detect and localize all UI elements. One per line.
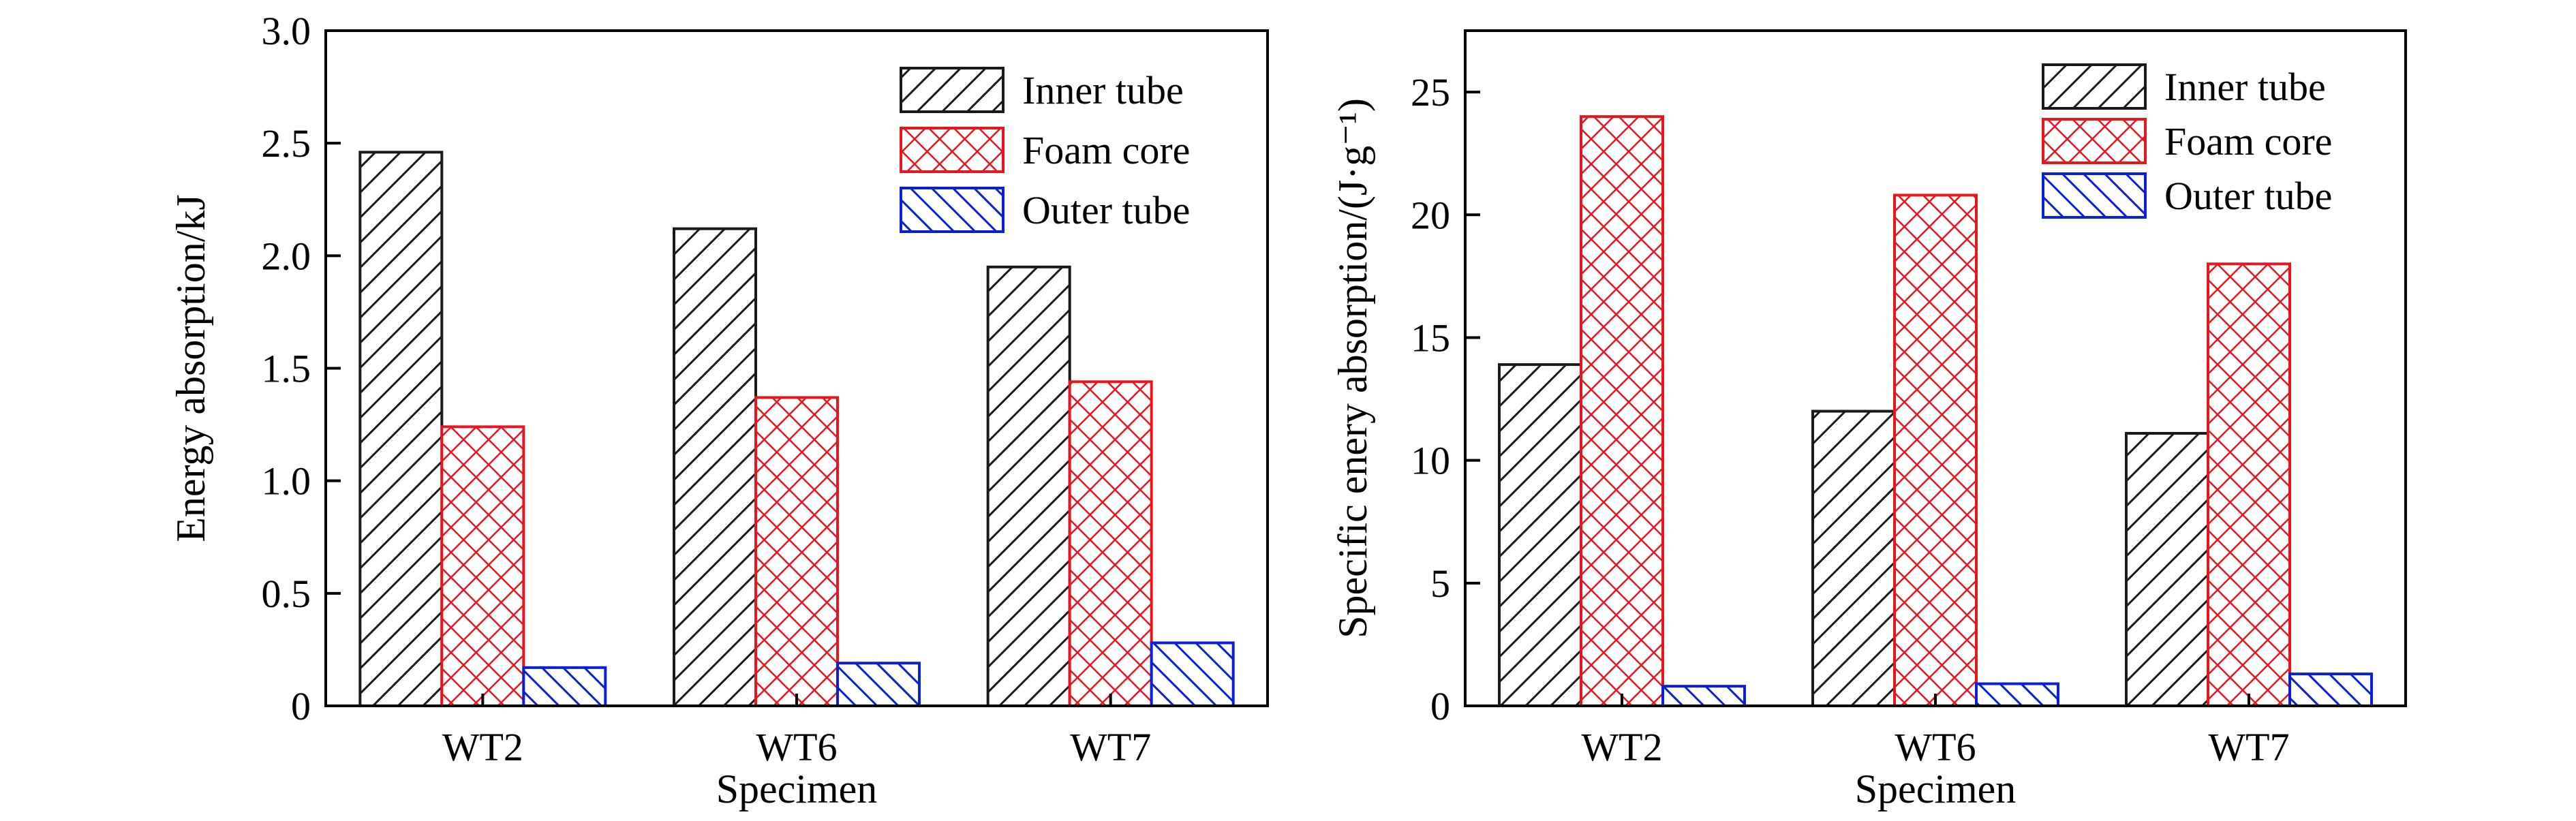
bar-foam-core-wt2 bbox=[1580, 115, 1664, 708]
bar-outer-tube-wt7 bbox=[2288, 672, 2373, 707]
y-tick-label: 25 bbox=[1411, 70, 1450, 114]
legend-swatch bbox=[900, 127, 1005, 173]
x-tick-label: WT7 bbox=[1070, 725, 1151, 769]
legend-label: Outer tube bbox=[2164, 174, 2332, 218]
y-axis-label: Energy absorption/kJ bbox=[168, 194, 213, 542]
bar-inner-tube-wt6 bbox=[673, 227, 757, 707]
x-tick-label: WT2 bbox=[442, 725, 523, 769]
y-tick-label: 15 bbox=[1411, 315, 1450, 360]
bar-foam-core-wt7 bbox=[2207, 262, 2291, 707]
x-tick-label: WT6 bbox=[1895, 725, 1976, 769]
y-tick-label: 1.5 bbox=[262, 347, 311, 391]
bar-foam-core-wt6 bbox=[1893, 193, 1978, 707]
legend-swatch bbox=[2042, 172, 2147, 219]
legend: Inner tube Foam core Outer tube bbox=[2042, 63, 2332, 219]
y-tick-label: 0 bbox=[1430, 684, 1450, 728]
y-tick-label: 0.5 bbox=[262, 572, 311, 616]
bar-outer-tube-wt7 bbox=[1150, 641, 1235, 707]
legend-label: Inner tube bbox=[2164, 65, 2326, 109]
bar-foam-core-wt6 bbox=[754, 396, 839, 708]
y-tick-label: 5 bbox=[1430, 561, 1450, 606]
y-tick-label: 0 bbox=[291, 684, 311, 728]
y-axis-label: Specific enery absorption/(J·g⁻¹) bbox=[1330, 98, 1375, 638]
bar-inner-tube-wt2 bbox=[1498, 363, 1582, 707]
bar-inner-tube-wt2 bbox=[358, 151, 444, 707]
y-tick-label: 3.0 bbox=[262, 9, 311, 53]
x-tick-label: WT6 bbox=[756, 725, 837, 769]
y-tick-label: 1.0 bbox=[262, 459, 311, 504]
legend-label: Foam core bbox=[2164, 119, 2332, 164]
bar-foam-core-wt7 bbox=[1068, 380, 1153, 707]
legend-swatch bbox=[2042, 118, 2147, 164]
bar-outer-tube-wt2 bbox=[522, 666, 607, 707]
x-tick-label: WT2 bbox=[1581, 725, 1662, 769]
legend: Inner tube Foam core Outer tube bbox=[900, 67, 1190, 233]
bar-inner-tube-wt7 bbox=[2125, 431, 2209, 707]
legend-label: Foam core bbox=[1022, 128, 1190, 172]
legend-swatch bbox=[900, 187, 1005, 233]
legend-label: Inner tube bbox=[1022, 68, 1184, 112]
chart-specific-energy-absorption: 0 5 10 15 20 25 WT2 WT6 WT7 Specimen Specific ener… bbox=[1330, 29, 2407, 811]
y-tick-label: 20 bbox=[1411, 193, 1450, 237]
y-tick-label: 10 bbox=[1411, 439, 1450, 483]
legend-label: Outer tube bbox=[1022, 188, 1190, 232]
chart-energy-absorption: 0 0.5 1.0 1.5 2.0 2.5 3.0 WT2 WT6 WT7 Specimen Ener… bbox=[168, 9, 1269, 811]
bar-outer-tube-wt2 bbox=[1661, 685, 1746, 707]
legend-swatch bbox=[900, 67, 1005, 113]
bar-outer-tube-wt6 bbox=[836, 662, 921, 708]
bar-inner-tube-wt6 bbox=[1811, 409, 1896, 708]
bar-inner-tube-wt7 bbox=[986, 265, 1071, 708]
y-tick-label: 2.0 bbox=[262, 234, 311, 278]
bar-outer-tube-wt6 bbox=[1975, 682, 2059, 707]
legend-swatch bbox=[2042, 63, 2147, 110]
bar-foam-core-wt2 bbox=[440, 425, 525, 707]
x-axis-label: Specimen bbox=[1855, 766, 2017, 811]
x-axis-label: Specimen bbox=[716, 766, 878, 811]
y-tick-label: 2.5 bbox=[262, 121, 311, 166]
x-tick-label: WT7 bbox=[2208, 725, 2289, 769]
